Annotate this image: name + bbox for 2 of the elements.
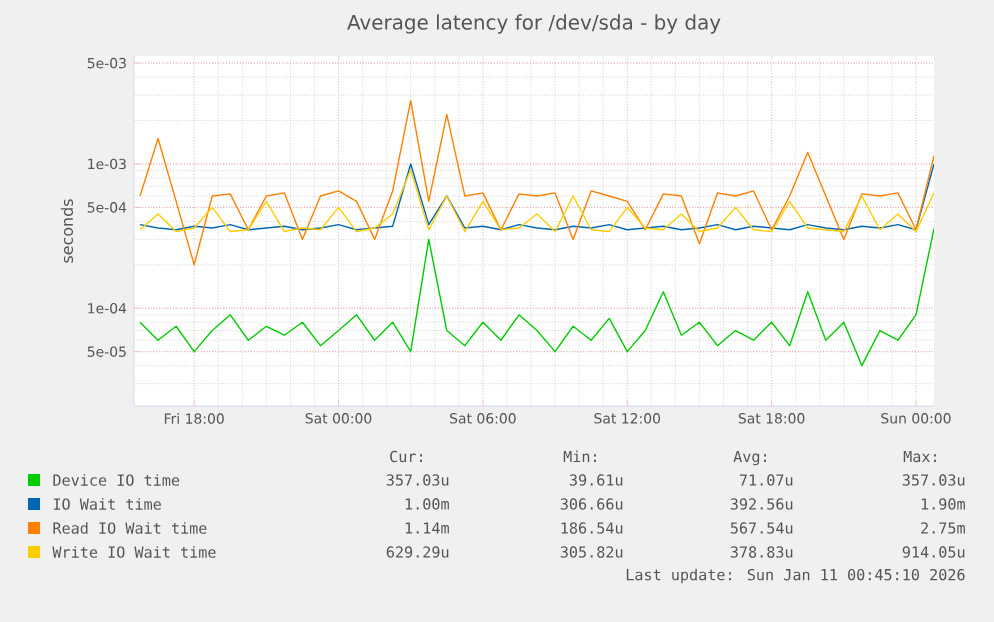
line-series: [139, 227, 935, 367]
chart-title: Average latency for /dev/sda - by day: [347, 14, 721, 34]
